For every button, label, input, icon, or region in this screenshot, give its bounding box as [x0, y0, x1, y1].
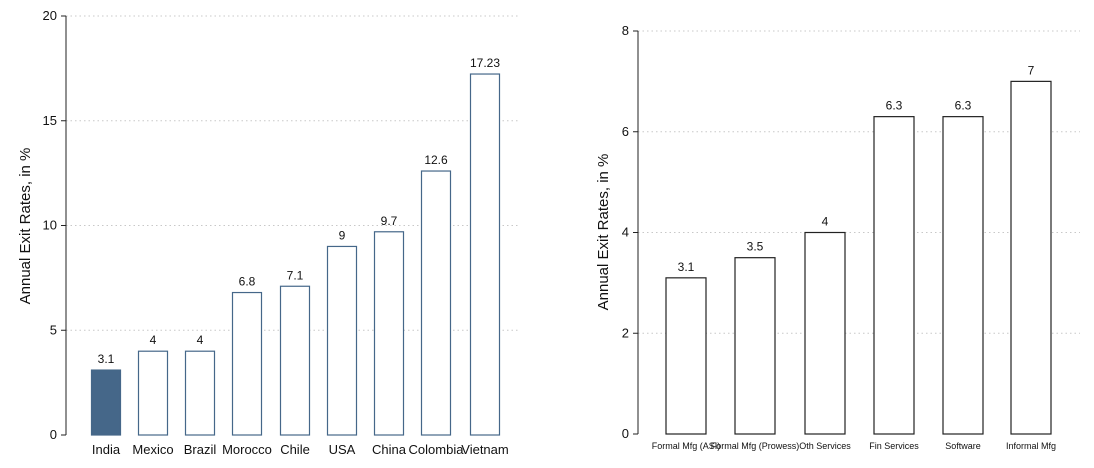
- category-label: India: [92, 442, 121, 457]
- bar-software: [942, 116, 984, 435]
- y-ticks: 0 5 10 15 20: [43, 8, 67, 442]
- value-labels: 3.1 4 4 6.8 7.1 9 9.7 12.6 17.23: [98, 56, 501, 366]
- y-tick-label-1: 2: [622, 325, 629, 340]
- category-label: USA: [329, 442, 356, 457]
- category-label: Fin Services: [869, 441, 919, 451]
- category-label: Mexico: [132, 442, 173, 457]
- category-labels: Formal Mfg (ASI)Formal Mfg (Prowess) Oth …: [652, 441, 1056, 451]
- y-axis-title: Annual Exit Rates, in %: [595, 154, 612, 311]
- bar-vietnam: [469, 73, 501, 436]
- category-label: Morocco: [222, 442, 272, 457]
- y-gridlines: [638, 30, 1080, 334]
- y-ticks: 0 2 4 6 8: [622, 23, 639, 441]
- y-axis-title: Annual Exit Rates, in %: [17, 148, 34, 305]
- exit-rates-by-country-chart: 0 5 10 15 20 3.1 4 4 6.8 7.1 9 9.7 12.6 17.23 India M…: [17, 8, 518, 457]
- y-tick-label-1: 5: [50, 322, 57, 337]
- category-label: Formal Mfg (ASI): [652, 441, 721, 451]
- bar-fin-services: [873, 116, 915, 435]
- y-tick-label-2: 4: [622, 225, 629, 240]
- bar-morocco: [231, 291, 263, 436]
- value-label: 4: [150, 333, 157, 347]
- value-labels: 3.1 3.5 4 6.3 6.3 7: [678, 63, 1035, 273]
- value-label: 4: [197, 333, 204, 347]
- value-label: 9.7: [381, 214, 398, 228]
- bar-informal-mfg: [1010, 80, 1052, 435]
- value-label: 3.1: [98, 352, 115, 366]
- y-tick-label-3: 15: [43, 113, 57, 128]
- value-label: 9: [339, 228, 346, 242]
- category-label: China: [372, 442, 407, 457]
- y-tick-label-4: 20: [43, 8, 57, 23]
- exit-rates-by-sector-chart: 0 2 4 6 8 3.1 3.5 4 6.3 6.3 7 Formal Mfg (ASI)For…: [595, 23, 1080, 451]
- value-label: 4: [822, 215, 829, 229]
- category-label: Oth Services: [799, 441, 851, 451]
- bars: [665, 80, 1052, 435]
- y-tick-label-4: 8: [622, 23, 629, 38]
- bar-formal-mfg-asi-: [665, 277, 707, 435]
- category-labels: India Mexico Brazil Morocco Chile USA China Col…: [92, 442, 509, 457]
- bar-india: [90, 369, 122, 436]
- value-label: 3.5: [747, 240, 764, 254]
- value-label: 12.6: [424, 153, 448, 167]
- y-tick-label-0: 0: [50, 427, 57, 442]
- value-label: 17.23: [470, 56, 500, 70]
- category-label: Formal Mfg (Prowess): [711, 441, 800, 451]
- category-label: Informal Mfg: [1006, 441, 1056, 451]
- value-label: 3.1: [678, 260, 695, 274]
- value-label: 6.3: [886, 99, 903, 113]
- bar-usa: [326, 245, 358, 436]
- category-label: Chile: [280, 442, 310, 457]
- bar-oth-services: [804, 231, 846, 435]
- value-label: 7.1: [287, 268, 304, 282]
- y-tick-label-0: 0: [622, 426, 629, 441]
- bar-mexico: [137, 350, 169, 436]
- category-label: Brazil: [184, 442, 217, 457]
- y-tick-label-3: 6: [622, 124, 629, 139]
- bar-chile: [279, 285, 311, 436]
- bar-colombia: [420, 170, 452, 436]
- category-label: Vietnam: [461, 442, 508, 457]
- bar-china: [373, 231, 405, 436]
- bar-brazil: [184, 350, 216, 436]
- y-tick-label-2: 10: [43, 218, 57, 233]
- value-label: 7: [1028, 63, 1035, 77]
- bars: [90, 73, 501, 436]
- value-label: 6.3: [955, 99, 972, 113]
- category-label: Software: [945, 441, 981, 451]
- category-label: Colombia: [409, 442, 465, 457]
- bar-formal-mfg-prowess-: [734, 257, 776, 435]
- value-label: 6.8: [239, 275, 256, 289]
